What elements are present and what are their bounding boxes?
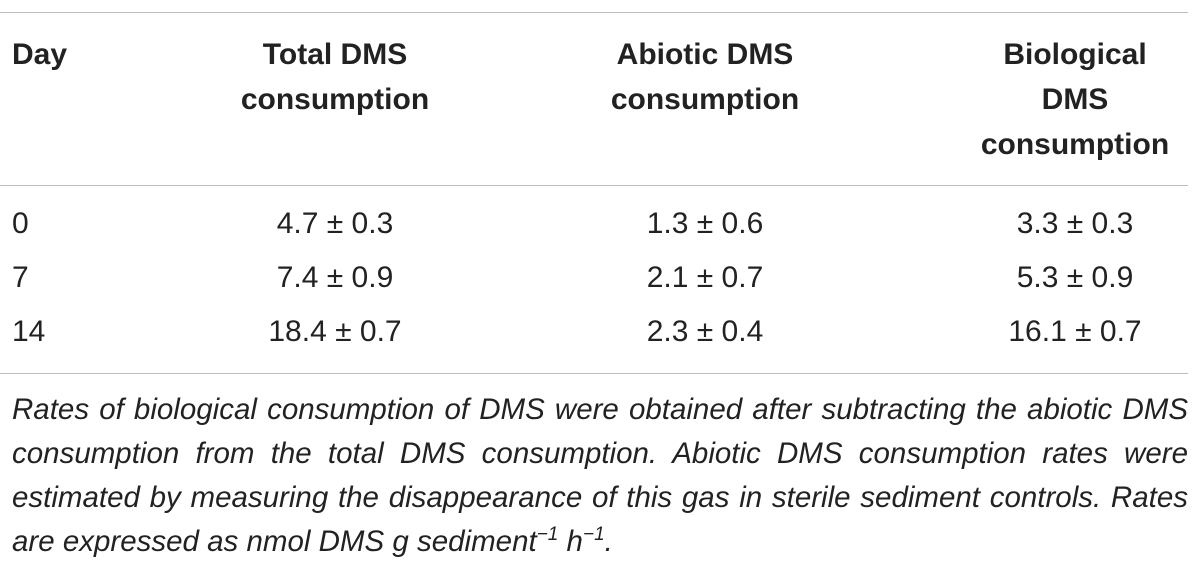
table-header-rule bbox=[0, 185, 1188, 186]
table-row: 7 7.4 ± 0.9 2.1 ± 0.7 5.3 ± 0.9 bbox=[0, 250, 1188, 306]
cell-total: 18.4 ± 0.7 bbox=[268, 315, 402, 348]
table-footnote: Rates of biological consumption of DMS w… bbox=[12, 388, 1188, 564]
footnote-text: Rates of biological consumption of DMS w… bbox=[12, 393, 1188, 558]
cell-day: 7 bbox=[12, 261, 29, 294]
cell-biological: 3.3 ± 0.3 bbox=[1016, 207, 1134, 240]
cell-biological: 16.1 ± 0.7 bbox=[1008, 315, 1142, 348]
cell-biological: 5.3 ± 0.9 bbox=[1016, 261, 1134, 294]
cell-day: 14 bbox=[12, 315, 46, 348]
column-header-abiotic: Abiotic DMS consumption bbox=[610, 38, 800, 116]
footnote-superscript: −1 bbox=[582, 524, 605, 546]
cell-abiotic: 2.3 ± 0.4 bbox=[646, 315, 764, 348]
cell-total: 7.4 ± 0.9 bbox=[276, 261, 394, 294]
column-header-total: Total DMS consumption bbox=[240, 38, 430, 116]
footnote-unit: h bbox=[558, 525, 583, 558]
table-row: 14 18.4 ± 0.7 2.3 ± 0.4 16.1 ± 0.7 bbox=[0, 304, 1188, 360]
cell-abiotic: 2.1 ± 0.7 bbox=[646, 261, 764, 294]
cell-total: 4.7 ± 0.3 bbox=[276, 207, 394, 240]
table-top-rule bbox=[0, 12, 1188, 13]
cell-abiotic: 1.3 ± 0.6 bbox=[646, 207, 764, 240]
table-bottom-rule bbox=[0, 373, 1188, 374]
footnote-superscript: −1 bbox=[536, 524, 559, 546]
column-header-biological: Biological DMS consumption bbox=[980, 38, 1170, 161]
cell-day: 0 bbox=[12, 207, 29, 240]
table-row: 0 4.7 ± 0.3 1.3 ± 0.6 3.3 ± 0.3 bbox=[0, 196, 1188, 252]
footnote-end: . bbox=[604, 525, 613, 558]
column-header-day: Day bbox=[12, 38, 68, 71]
